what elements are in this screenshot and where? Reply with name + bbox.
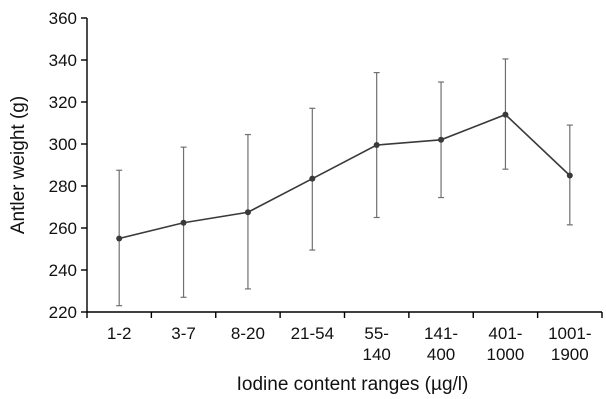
axes-layer (81, 17, 603, 318)
y-tick-label: 360 (49, 9, 77, 28)
y-tick-label: 260 (49, 219, 77, 238)
x-tick-label: 3-7 (171, 324, 196, 343)
y-tick-label: 340 (49, 51, 77, 70)
data-point (244, 209, 251, 216)
x-tick-label: 401-1000 (487, 324, 525, 364)
error-bars-layer (116, 58, 573, 307)
x-axis-title: Iodine content ranges (µg/l) (237, 374, 469, 395)
y-tick-label: 220 (49, 303, 77, 322)
y-tick-label: 320 (49, 93, 77, 112)
y-tick-label: 280 (49, 177, 77, 196)
labels-layer: 220 240 260 280 300 320 340 360 1-2 3-7 8-20 21-54 5… (8, 9, 592, 395)
y-axis-title: Antler weight (g) (8, 96, 29, 234)
data-point (566, 172, 573, 179)
data-point (180, 219, 187, 226)
x-tick-label: 55-140 (363, 324, 391, 364)
data-point (438, 136, 445, 143)
x-tick-label: 1001-1900 (548, 324, 591, 364)
y-tick-label: 300 (49, 135, 77, 154)
data-point (116, 235, 123, 242)
data-point (502, 111, 509, 118)
x-tick-label: 141-400 (424, 324, 458, 364)
x-tick-label: 8-20 (231, 324, 265, 343)
data-point (373, 142, 380, 149)
y-tick-label: 240 (49, 261, 77, 280)
x-tick-label: 21-54 (291, 324, 334, 343)
data-point (309, 175, 316, 182)
series-line (118, 113, 571, 240)
series-layer (116, 111, 573, 242)
x-tick-label: 1-2 (107, 324, 132, 343)
